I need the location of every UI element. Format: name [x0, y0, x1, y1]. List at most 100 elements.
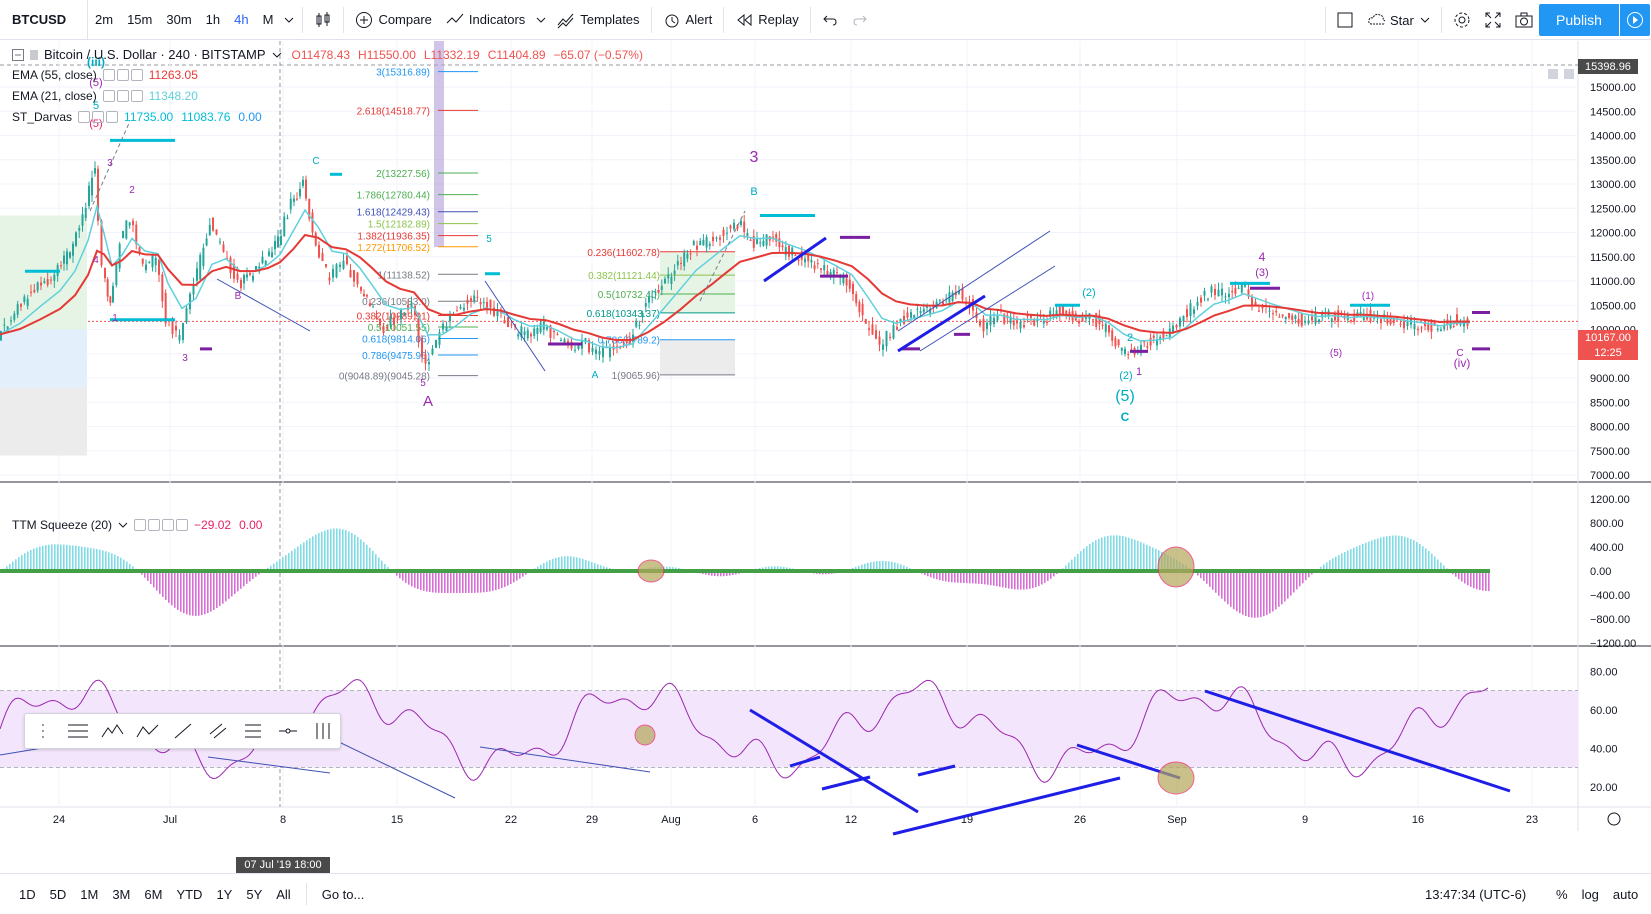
fib-tool[interactable]	[235, 714, 270, 748]
ttm-bar	[927, 571, 929, 577]
replay-button[interactable]: Replay	[728, 0, 805, 40]
range-5y[interactable]: 5Y	[246, 886, 263, 902]
candle-body	[296, 198, 298, 200]
darvas-legend[interactable]: ST_Darvas 11735.00 11083.76 0.00	[12, 110, 270, 124]
candle-body	[595, 349, 597, 354]
range-6m[interactable]: 6M	[144, 886, 163, 902]
ema55-legend[interactable]: EMA (55, close) 11263.05	[12, 68, 206, 82]
interval-15m[interactable]: 15m	[127, 12, 153, 27]
snapshot-button[interactable]	[1508, 0, 1540, 40]
ttm-bar	[213, 571, 215, 610]
price-tick-label: 9000.00	[1590, 373, 1630, 385]
symbol-title[interactable]: Bitcoin / U.S. Dollar · 240 · BITSTAMP	[44, 47, 266, 62]
indicators-dropdown-icon[interactable]	[532, 0, 550, 40]
log-scale-toggle[interactable]: log	[1581, 887, 1599, 902]
ttm-bar	[543, 563, 545, 571]
candle-body	[1353, 314, 1356, 322]
candle-body	[762, 240, 765, 246]
chart-type-button[interactable]	[307, 0, 339, 40]
ttm-bar	[1134, 539, 1136, 571]
trendline-tool[interactable]	[165, 714, 200, 748]
wave-label: 1	[112, 313, 118, 324]
ttm-tick-label: −1200.00	[1590, 638, 1636, 650]
ttm-bar	[1119, 535, 1121, 571]
interval-1h[interactable]: 1h	[205, 12, 221, 27]
fib-level-label: 2.618(14518.77)	[357, 106, 430, 117]
clock-timezone[interactable]: 13:47:34 (UTC-6)	[1425, 887, 1527, 902]
interval-2m[interactable]: 2m	[95, 12, 114, 27]
interval-4h[interactable]: 4h	[234, 12, 249, 27]
interval-30m[interactable]: 30m	[166, 12, 192, 27]
study-buttons[interactable]	[102, 90, 143, 102]
auto-scale-toggle[interactable]: auto	[1612, 887, 1639, 902]
fullscreen-button[interactable]	[1478, 0, 1508, 40]
study-buttons[interactable]	[134, 519, 189, 531]
settings-button[interactable]	[1446, 0, 1478, 40]
redo-button[interactable]	[845, 0, 875, 40]
ttm-bar	[1293, 571, 1295, 593]
symbol-search[interactable]: BTCUSD	[0, 0, 88, 40]
ttm-bar	[1212, 571, 1214, 590]
ema21-line	[0, 203, 1471, 349]
candle-body	[1436, 328, 1439, 330]
candle-body	[845, 278, 848, 286]
goto-button[interactable]: Go to...	[321, 886, 365, 902]
ttm-bar	[720, 571, 722, 577]
study-buttons[interactable]	[102, 69, 143, 81]
publish-menu-button[interactable]	[1620, 4, 1650, 36]
range-ytd[interactable]: YTD	[176, 886, 203, 902]
range-1y[interactable]: 1Y	[216, 886, 233, 902]
lines-tool[interactable]	[60, 714, 95, 748]
ema21-legend[interactable]: EMA (21, close) 11348.20	[12, 89, 206, 103]
star-button[interactable]: Star	[1360, 0, 1437, 40]
ttm-bar	[414, 571, 416, 588]
range-all[interactable]: All	[276, 886, 291, 902]
range-5d[interactable]: 5D	[49, 886, 67, 902]
horizontal-ray-tool[interactable]	[270, 714, 305, 748]
compare-button[interactable]: Compare	[348, 0, 438, 40]
candle-body	[816, 263, 819, 265]
candle-body	[820, 268, 822, 270]
ttm-bar	[435, 571, 437, 593]
publish-button[interactable]: Publish	[1539, 4, 1619, 36]
collapse-icon[interactable]	[12, 48, 24, 61]
wave-tool-numbers[interactable]	[95, 714, 130, 748]
range-3m[interactable]: 3M	[112, 886, 131, 902]
range-1m[interactable]: 1M	[80, 886, 99, 902]
ttm-bar	[942, 571, 944, 581]
settings-bars-tool[interactable]	[305, 714, 340, 748]
candle-body	[1026, 315, 1029, 317]
templates-button[interactable]: Templates	[550, 0, 646, 40]
range-1d[interactable]: 1D	[19, 886, 36, 902]
candle-body	[274, 240, 276, 250]
chart-area[interactable]: 15000.00 14500.00 14000.00 13500.00 13000.00…	[0, 41, 1651, 873]
candle-body	[1095, 313, 1098, 327]
ohlc-open: O11478.43	[291, 47, 351, 62]
ttm-bar	[285, 555, 287, 571]
abc-wave-icon	[136, 724, 158, 738]
undo-button[interactable]	[815, 0, 845, 40]
indicators-button[interactable]: Indicators	[439, 0, 532, 40]
interval-m[interactable]: M	[262, 12, 274, 27]
alert-button[interactable]: Alert	[656, 0, 720, 40]
price-tick-label: 12000.00	[1590, 228, 1636, 240]
ttm-bar	[195, 571, 197, 616]
parallel-channel-tool[interactable]	[200, 714, 235, 748]
ttm-bar	[489, 571, 491, 592]
chevron-down-icon[interactable]	[272, 50, 282, 60]
ttm-bar	[1434, 556, 1436, 571]
percent-scale-toggle[interactable]: %	[1556, 887, 1568, 902]
interval-dropdown-icon[interactable]	[280, 0, 298, 40]
ttm-bar	[288, 553, 290, 571]
ttm-legend[interactable]: TTM Squeeze (20) −29.02 0.00	[12, 518, 270, 532]
chevron-down-icon[interactable]	[118, 520, 128, 530]
candle-body	[903, 315, 905, 324]
study-buttons[interactable]	[78, 111, 119, 123]
layout-square-button[interactable]	[1330, 0, 1360, 40]
drag-handle[interactable]	[25, 714, 60, 748]
trendline	[216, 278, 311, 332]
fib-level-label: 0(9048.89)(9045.28)	[339, 372, 430, 383]
ttm-bar	[492, 571, 494, 591]
candle-body	[277, 236, 279, 248]
wave-tool-abc[interactable]	[130, 714, 165, 748]
